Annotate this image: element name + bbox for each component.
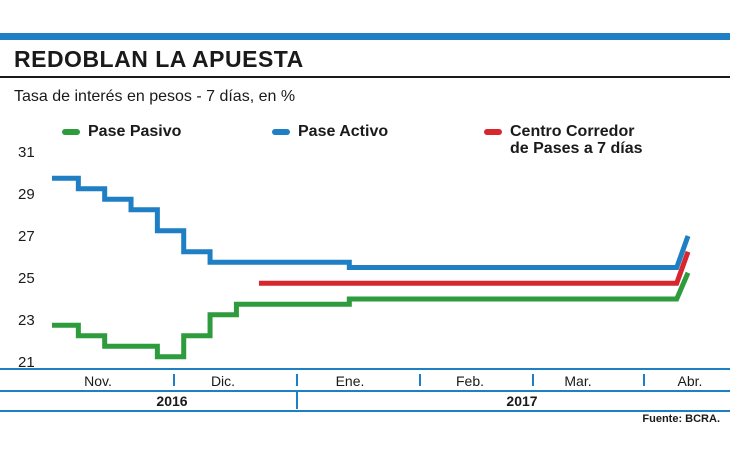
y-tick-label-4: 23 <box>18 312 35 329</box>
series-line-0 <box>52 271 691 360</box>
year-label-1: 2017 <box>506 393 537 409</box>
legend-label-pasivo: Pase Pasivo <box>88 123 182 140</box>
x-tick-label-4: Mar. <box>564 373 591 389</box>
y-tick-label-3: 25 <box>18 270 35 287</box>
y-tick-label-1: 29 <box>18 186 35 203</box>
y-tick-label-2: 27 <box>18 228 35 245</box>
x-tick-label-1: Dic. <box>211 373 235 389</box>
chart-subtitle: Tasa de interés en pesos - 7 días, en % <box>14 88 296 105</box>
y-tick-label-5: 21 <box>18 354 35 371</box>
legend-pase-activo: Pase Activo <box>272 123 388 140</box>
x-tick-label-0: Nov. <box>84 373 112 389</box>
x-tick-label-2: Ene. <box>336 373 365 389</box>
title-rule <box>0 76 730 78</box>
top-accent-bar <box>0 33 730 40</box>
legend-pase-pasivo: Pase Pasivo <box>62 123 181 140</box>
legend-centro-corredor: Centro Corredor de Pases a 7 días <box>484 123 643 157</box>
legend-swatch-pasivo <box>62 129 80 135</box>
chart-title: REDOBLAN LA APUESTA <box>14 46 304 72</box>
series-line-2 <box>258 250 691 286</box>
legend-swatch-centro <box>484 129 502 135</box>
x-tick-label-5: Abr. <box>678 373 703 389</box>
y-tick-label-0: 31 <box>18 144 35 161</box>
year-label-0: 2016 <box>156 393 187 409</box>
legend-swatch-activo <box>272 129 290 135</box>
source-note: Fuente: BCRA. <box>642 413 720 425</box>
legend-label-activo: Pase Activo <box>298 123 389 140</box>
legend-label-centro: Centro Corredor de Pases a 7 días <box>510 123 643 157</box>
series-line-1 <box>52 175 691 270</box>
x-tick-label-3: Feb. <box>456 373 484 389</box>
